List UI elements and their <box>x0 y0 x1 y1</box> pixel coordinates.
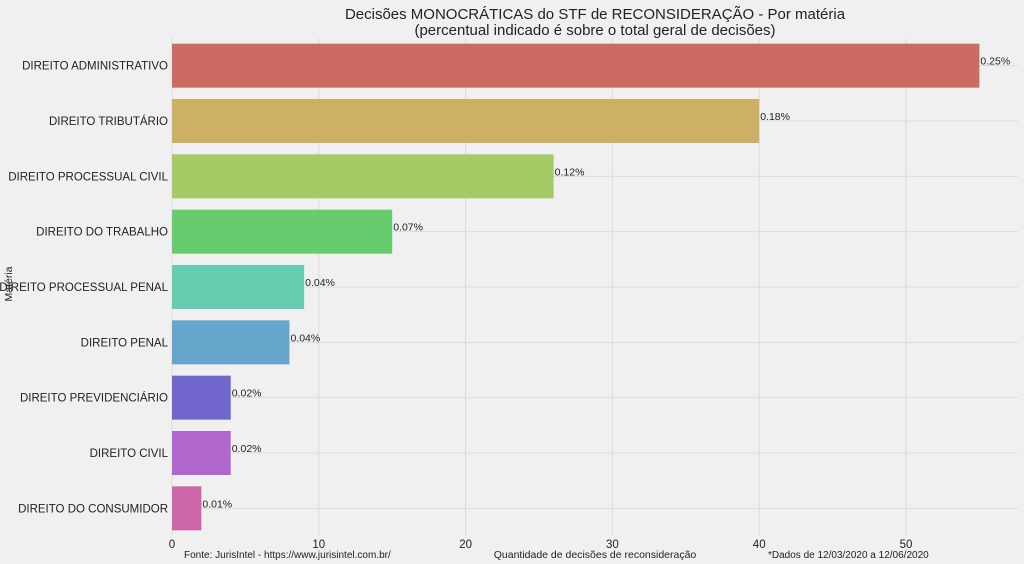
x-tick-label: 30 <box>606 539 619 551</box>
x-tick-label: 20 <box>459 539 472 551</box>
labels: 0 10 20 30 40 50 DIREITO ADMINISTRATIVO 0.25% DI… <box>0 56 1010 551</box>
x-tick-label: 10 <box>312 539 325 551</box>
bar <box>172 431 231 475</box>
bar <box>172 265 305 309</box>
x-tick-label: 50 <box>900 539 913 551</box>
data-label: 0.12% <box>555 166 585 178</box>
category-label: DIREITO DO CONSUMIDOR <box>18 503 168 515</box>
x-tick-label: 0 <box>169 539 175 551</box>
y-axis-title: Matéria <box>3 266 15 301</box>
grid-lines <box>171 38 1018 536</box>
bar <box>172 209 393 254</box>
category-label: DIREITO ADMINISTRATIVO <box>22 61 168 73</box>
data-label: 0.02% <box>232 443 262 455</box>
x-tick-label: 40 <box>753 539 766 551</box>
bar <box>172 154 554 199</box>
category-label: DIREITO PROCESSUAL CIVIL <box>8 171 168 183</box>
data-label: 0.04% <box>305 277 335 289</box>
data-label: 0.25% <box>980 56 1010 68</box>
chart-subtitle: (percentual indicado é sobre o total ger… <box>414 22 775 39</box>
bar <box>172 99 760 143</box>
category-label: DIREITO CIVIL <box>90 448 169 460</box>
category-label: DIREITO TRIBUTÁRIO <box>49 115 168 128</box>
data-label: 0.01% <box>202 498 232 510</box>
category-label: DIREITO PENAL <box>81 337 169 349</box>
x-axis-title: Quantidade de decisões de reconsideração <box>494 549 697 561</box>
bar <box>172 43 980 88</box>
bar <box>172 375 231 420</box>
data-label: 0.02% <box>232 388 262 400</box>
source-note: Fonte: JurisIntel - https://www.jurisint… <box>184 550 391 561</box>
bar <box>172 320 290 365</box>
category-label: DIREITO PROCESSUAL PENAL <box>0 282 169 294</box>
category-label: DIREITO DO TRABALHO <box>36 227 168 239</box>
date-range-note: *Dados de 12/03/2020 a 12/06/2020 <box>768 550 929 561</box>
chart-title: Decisões MONOCRÁTICAS do STF de RECONSID… <box>345 6 846 23</box>
category-label: DIREITO PREVIDENCIÁRIO <box>20 392 168 405</box>
data-label: 0.04% <box>290 332 320 344</box>
bars <box>172 43 980 531</box>
data-label: 0.18% <box>760 111 790 123</box>
data-label: 0.07% <box>393 222 423 234</box>
bar <box>172 486 202 531</box>
